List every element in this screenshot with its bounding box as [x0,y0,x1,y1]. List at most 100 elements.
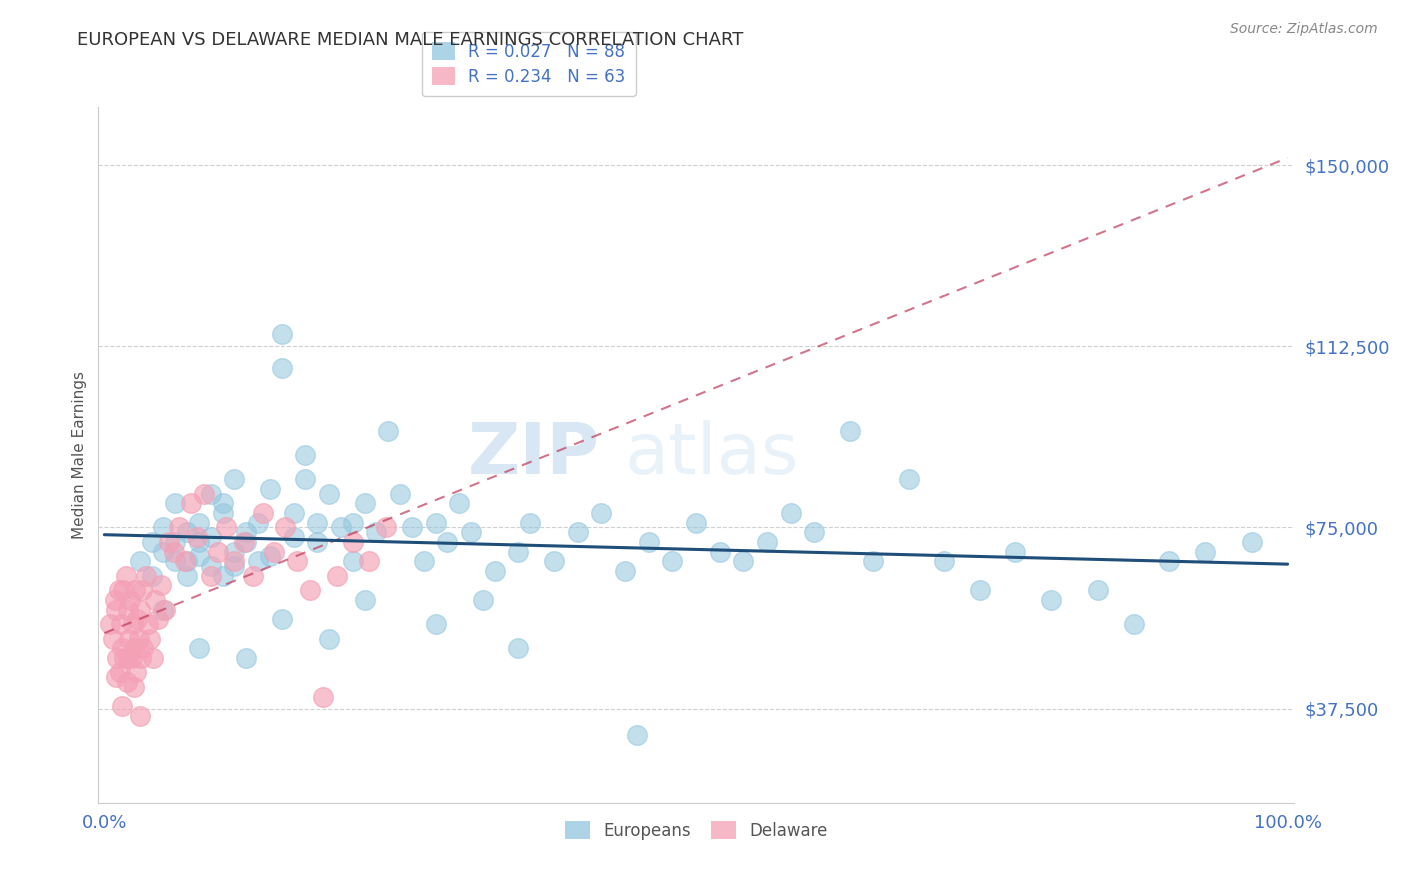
Point [259,482,281,496]
Point [105,670,128,684]
Point [165,534,187,549]
Point [543,554,565,568]
Point [146,612,169,626]
Point [519,516,541,530]
Point [101,632,124,646]
Point [1087,583,1109,598]
Point [1194,544,1216,558]
Point [128,554,150,568]
Point [114,568,136,582]
Point [188,641,211,656]
Point [436,534,458,549]
Point [114,651,136,665]
Point [152,544,174,558]
Point [200,530,222,544]
Point [200,568,222,582]
Point [98,617,121,632]
Point [122,641,145,656]
Point [235,534,257,549]
Point [165,496,187,510]
Point [412,554,434,568]
Point [152,602,174,616]
Point [270,612,292,626]
Point [425,617,447,632]
Y-axis label: Median Male Earnings: Median Male Earnings [72,371,87,539]
Point [211,506,233,520]
Point [312,690,335,704]
Point [637,534,659,549]
Point [105,651,128,665]
Point [307,534,329,549]
Point [425,516,447,530]
Point [259,549,281,564]
Point [163,544,186,558]
Point [112,583,135,598]
Point [132,641,155,656]
Point [139,632,162,646]
Point [1241,534,1264,549]
Point [128,632,150,646]
Point [366,525,388,540]
Point [117,602,139,616]
Point [211,568,233,582]
Point [779,506,801,520]
Point [862,554,884,568]
Point [838,424,860,438]
Point [299,583,322,598]
Text: EUROPEAN VS DELAWARE MEDIAN MALE EARNINGS CORRELATION CHART: EUROPEAN VS DELAWARE MEDIAN MALE EARNING… [77,31,744,49]
Point [167,520,190,534]
Point [283,530,305,544]
Point [122,680,145,694]
Point [150,578,173,592]
Point [375,520,398,534]
Point [235,525,257,540]
Point [567,525,589,540]
Point [472,592,495,607]
Point [247,516,270,530]
Point [626,728,648,742]
Point [143,592,166,607]
Point [934,554,956,568]
Point [121,617,143,632]
Point [1159,554,1181,568]
Point [270,327,292,342]
Point [242,568,264,582]
Point [755,534,778,549]
Point [127,612,149,626]
Point [294,472,316,486]
Point [118,632,141,646]
Point [484,564,506,578]
Point [449,496,471,510]
Point [200,486,222,500]
Text: Source: ZipAtlas.com: Source: ZipAtlas.com [1230,22,1378,37]
Point [252,506,274,520]
Point [200,559,222,574]
Point [215,520,238,534]
Point [247,554,270,568]
Point [263,544,285,558]
Point [186,530,208,544]
Point [307,516,329,530]
Point [141,534,163,549]
Point [733,554,755,568]
Point [117,651,139,665]
Point [318,486,340,500]
Point [294,448,316,462]
Point [111,641,134,656]
Point [135,568,157,582]
Point [235,651,257,665]
Point [110,617,132,632]
Point [389,486,412,500]
Point [508,544,530,558]
Point [1004,544,1026,558]
Point [342,554,364,568]
Point [176,525,198,540]
Point [1039,592,1062,607]
Point [128,708,150,723]
Point [1122,617,1144,632]
Point [342,516,364,530]
Point [173,554,195,568]
Point [131,583,153,598]
Point [104,592,127,607]
Point [591,506,613,520]
